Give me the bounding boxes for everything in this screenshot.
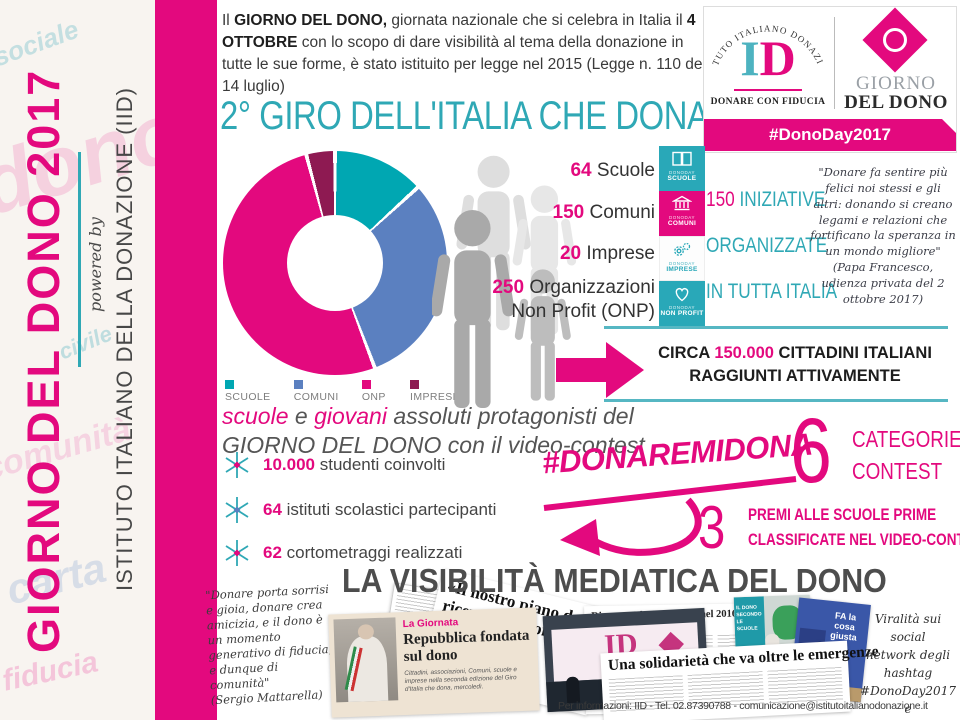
chart-legend: SCUOLE COMUNI ONP IMPRESE: [225, 379, 470, 403]
stat-scuole: 64 Scuole: [570, 160, 655, 181]
legend-item: ONP: [361, 379, 397, 403]
giorno-del-dono-logo: GIORNO DEL DONO: [838, 7, 954, 115]
badge-scuole: DONODAY SCUOLE: [659, 146, 705, 191]
stat-imprese: 20 Imprese: [559, 243, 655, 264]
bank-icon: [659, 195, 705, 215]
clipping-headline: Repubblica fondata sul dono: [402, 627, 530, 665]
categories-label-2: CONTEST: [852, 458, 943, 484]
badge-imprese: DONODAY IMPRESE: [659, 236, 705, 281]
intro-paragraph: Il GIORNO DEL DONO, giornata nazionale c…: [222, 12, 706, 96]
donut-chart: [223, 151, 447, 375]
iid-monogram: ID: [740, 30, 796, 86]
legend-swatch: [361, 380, 371, 389]
iid-tagline: DONARE CON FIDUCIA: [710, 97, 826, 107]
intro-bold-event: GIORNO DEL DONO,: [234, 12, 388, 29]
diamond-icon: [862, 7, 928, 73]
divider-line: [604, 326, 948, 329]
badge-comuni: DONODAY COMUNI: [659, 191, 705, 236]
donut-hole: [287, 215, 383, 311]
legend-item: SCUOLE: [225, 379, 281, 403]
badge-nonprofit: DONODAY NON PROFIT: [659, 281, 705, 326]
stat-comuni: 150 Comuni: [552, 202, 655, 223]
divider-line: [604, 399, 948, 402]
organization-name-vertical: ISTITUTO ITALIANO DELLA DONAZIONE (IID): [112, 87, 137, 592]
iid-arc-text: ISTITUTO ITALIANO DONAZIONE: [706, 9, 824, 67]
reach-statement: CIRCA 150.000 CITTADINI ITALIANI RAGGIUN…: [658, 344, 932, 386]
pope-quote-attribution: (Papa Francesco, udienza privata del 2 o…: [821, 260, 945, 306]
legend-swatch: [293, 380, 303, 389]
logo-block: ISTITUTO ITALIANO DONAZIONE ID DONARE CO…: [703, 6, 957, 153]
prizes-label-1: PREMI ALLE SCUOLE PRIME: [748, 506, 937, 524]
logo-divider: [834, 17, 835, 109]
footer-contact-info: Per informazioni: IID - Tel. 02.87390788…: [558, 700, 928, 712]
event-title-vertical: GIORNO DEL DONO 2017: [18, 68, 69, 653]
gdd-word-1: GIORNO: [856, 73, 936, 94]
donoday-banner: #DonoDay2017: [704, 119, 956, 151]
bullet-studenti: 10.000 studenti coinvolti: [224, 452, 445, 478]
powered-by-label: powered by: [86, 217, 105, 313]
star-bullet-icon: [225, 452, 249, 478]
stat-onp: 250 Organizzazioni Non Profit (ONP): [492, 277, 655, 322]
clipping-caption: Cittadini, associazioni, Comuni, scuole …: [404, 666, 518, 694]
book-icon: [659, 150, 705, 170]
badge-column: DONODAY SCUOLE DONODAY COMUNI DONODAY IMPRE…: [659, 146, 705, 326]
social-virality-note: Viralità sui social network degli hashta…: [860, 612, 956, 716]
legend-item: COMUNI: [293, 379, 349, 403]
iid-underline: [734, 89, 802, 91]
categories-number: 6: [790, 400, 832, 502]
gears-icon: [660, 241, 704, 261]
star-bullet-icon: [225, 540, 249, 566]
iid-logo: ISTITUTO ITALIANO DONAZIONE ID DONARE CO…: [704, 7, 832, 115]
media-section-title: LA VISIBILITÀ MEDIATICA DEL DONO: [342, 562, 887, 599]
legend-swatch: [410, 380, 420, 389]
clipping-photo: [333, 617, 399, 703]
bullet-cortometraggi: 62 cortometraggi realizzati: [224, 540, 462, 566]
heart-icon: [659, 285, 705, 305]
bullet-istituti: 64 istituti scolastici partecipanti: [224, 497, 496, 523]
pope-quote: "Donare fa sentire più felici noi stessi…: [810, 165, 956, 306]
categories-label-1: CATEGORIE: [852, 426, 960, 452]
sidebar-accent-bar: [155, 0, 217, 720]
mattarella-quote: "Donare porta sorrisi e gioia, donare cr…: [204, 581, 333, 707]
sidebar-watermark-zone: dono sociale civile comunità carta fiduc…: [0, 0, 155, 720]
sidebar-divider-line: [78, 152, 81, 367]
intro-bold-date: 4 OTTOBRE: [222, 12, 696, 52]
video-contest-intro: scuole e giovani assoluti protagonisti d…: [222, 403, 645, 459]
hashtag-underline-arrow: [543, 476, 797, 556]
iniziative-block: 150 INIZIATIVE ORGANIZZATE IN TUTTA ITAL…: [706, 188, 838, 303]
gdd-word-2: DEL DONO: [844, 92, 948, 113]
prizes-number: 3: [698, 494, 726, 561]
legend-item: IMPRESE: [410, 379, 470, 403]
newspaper-clipping-la-giornata: La Giornata Repubblica fondata sul dono …: [328, 607, 540, 718]
prizes-label-2: CLASSIFICATE NEL VIDEO-CONTEST: [748, 531, 960, 549]
legend-swatch: [225, 380, 234, 389]
arrow-right-icon: [556, 342, 644, 398]
star-bullet-icon: [225, 497, 249, 523]
page-title: 2° GIRO DELL'ITALIA CHE DONA: [220, 94, 709, 138]
